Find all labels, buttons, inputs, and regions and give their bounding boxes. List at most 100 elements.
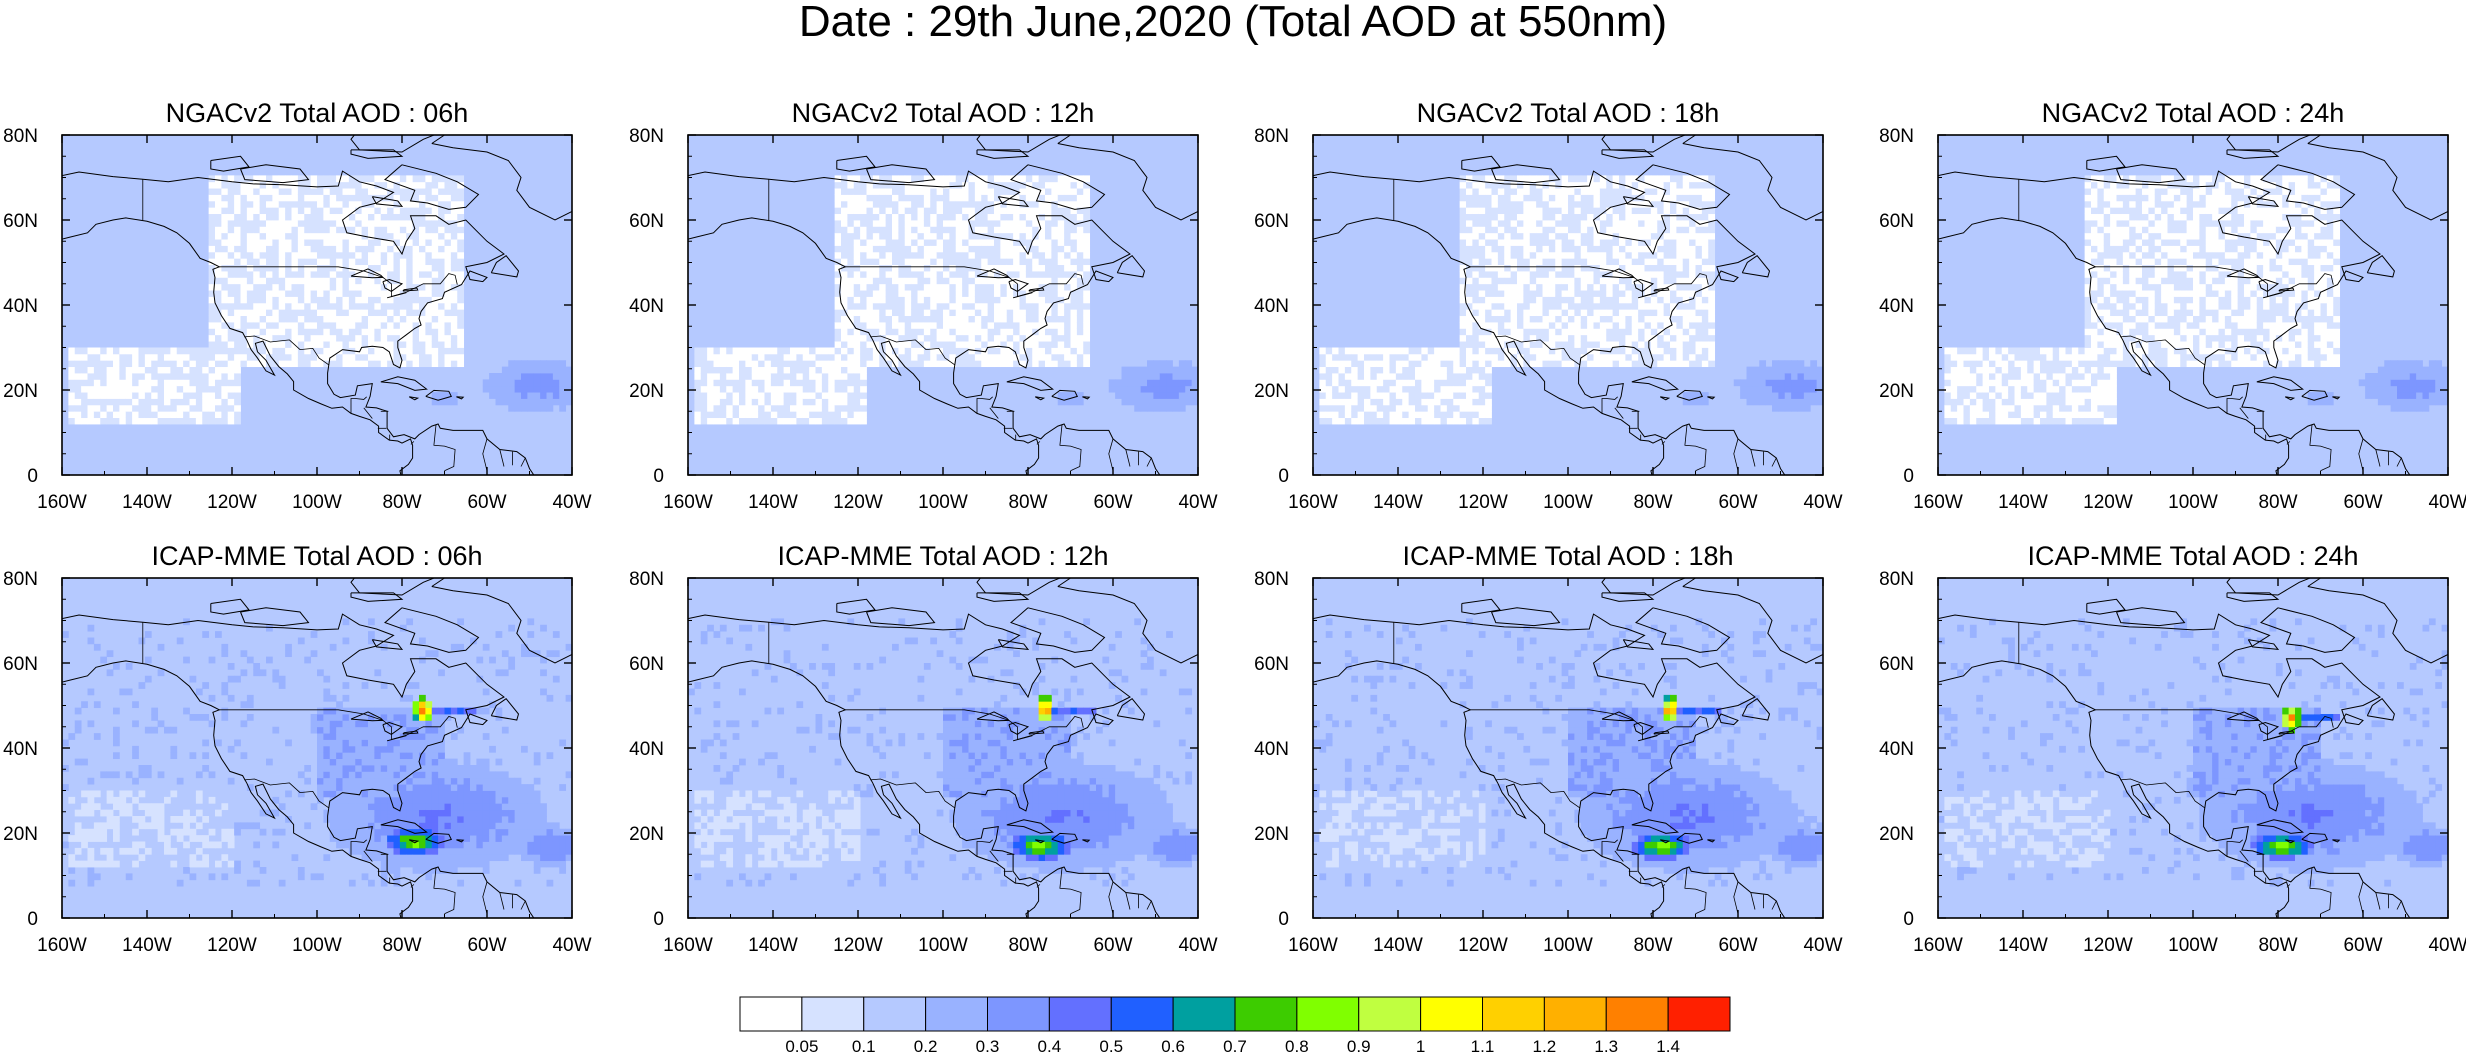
aod-cell bbox=[739, 392, 746, 399]
aod-cell bbox=[329, 264, 337, 272]
border-line bbox=[989, 407, 999, 419]
aod-cell bbox=[1153, 366, 1161, 374]
aod-cell bbox=[1625, 181, 1633, 189]
aod-cell bbox=[68, 398, 76, 406]
aod-cell bbox=[790, 411, 797, 419]
aod-cell bbox=[113, 373, 120, 380]
aod-cell bbox=[1064, 360, 1071, 368]
aod-cell bbox=[1025, 328, 1033, 336]
aod-cell bbox=[1121, 392, 1129, 399]
aod-cell bbox=[81, 398, 88, 406]
aod-cell bbox=[841, 341, 848, 348]
aod-cell bbox=[860, 232, 867, 240]
aod-cell bbox=[955, 181, 963, 189]
aod-cell bbox=[898, 175, 906, 183]
aod-cell bbox=[1568, 200, 1575, 208]
aod-cell bbox=[758, 392, 765, 399]
aod-cell bbox=[565, 366, 572, 374]
aod-cell bbox=[297, 220, 305, 227]
aod-cell bbox=[215, 322, 222, 329]
aod-cell bbox=[68, 411, 76, 419]
aod-cell bbox=[904, 175, 912, 183]
aod-cell bbox=[1140, 366, 1148, 374]
aod-cell bbox=[431, 398, 439, 406]
aod-cell bbox=[1650, 232, 1658, 240]
aod-cell bbox=[176, 373, 184, 380]
aod-cell bbox=[393, 251, 401, 259]
aod-cell bbox=[1000, 239, 1008, 246]
aod-cell bbox=[1121, 398, 1129, 406]
aod-cell bbox=[981, 232, 989, 240]
aod-cell bbox=[1446, 398, 1454, 406]
aod-cell bbox=[559, 373, 567, 380]
aod-cell bbox=[1497, 239, 1505, 246]
aod-cell bbox=[994, 341, 1001, 348]
aod-cell bbox=[962, 207, 969, 215]
aod-cell bbox=[336, 283, 343, 291]
aod-cell bbox=[431, 251, 439, 259]
aod-cell bbox=[1064, 258, 1071, 266]
aod-cell bbox=[1784, 385, 1792, 393]
aod-cell bbox=[1153, 392, 1161, 399]
aod-cell bbox=[438, 220, 445, 227]
aod-cell bbox=[1587, 296, 1594, 304]
aod-cell bbox=[1593, 277, 1601, 285]
aod-cell bbox=[1478, 385, 1486, 393]
aod-cell bbox=[1491, 296, 1499, 304]
aod-cell bbox=[885, 194, 893, 202]
aod-cell bbox=[1383, 373, 1390, 380]
aod-cell bbox=[195, 411, 203, 419]
aod-cell bbox=[253, 220, 261, 227]
aod-cell bbox=[1778, 385, 1786, 393]
aod-cell bbox=[1319, 398, 1327, 406]
aod-cell bbox=[374, 264, 382, 272]
aod-cell bbox=[406, 309, 414, 317]
aod-cell bbox=[419, 200, 426, 208]
aod-cell bbox=[1076, 392, 1084, 399]
aod-cell bbox=[853, 181, 861, 189]
aod-cell bbox=[981, 353, 989, 361]
aod-cell bbox=[1344, 366, 1352, 374]
aod-cell bbox=[1510, 258, 1518, 266]
aod-cell bbox=[1497, 309, 1505, 317]
aod-cell bbox=[1663, 188, 1671, 195]
aod-cell bbox=[234, 245, 241, 253]
aod-cell bbox=[834, 239, 842, 246]
aod-cell bbox=[74, 379, 82, 387]
aod-cell bbox=[215, 392, 222, 399]
aod-cell bbox=[215, 200, 222, 208]
aod-cell bbox=[1644, 296, 1652, 304]
aod-cell bbox=[1338, 379, 1346, 387]
aod-cell bbox=[355, 258, 363, 266]
aod-cell bbox=[113, 385, 120, 393]
aod-cell bbox=[387, 341, 394, 348]
aod-cell bbox=[1676, 207, 1684, 215]
aod-cell bbox=[438, 296, 445, 304]
aod-cell bbox=[246, 290, 254, 297]
aod-cell bbox=[1364, 398, 1371, 406]
aod-cell bbox=[100, 360, 108, 368]
aod-cell bbox=[860, 207, 867, 215]
aod-cell bbox=[221, 404, 229, 412]
aod-cell bbox=[240, 181, 248, 189]
aod-cell bbox=[1478, 411, 1486, 419]
aod-cell bbox=[348, 258, 356, 266]
aod-cell bbox=[1606, 188, 1614, 195]
aod-cell bbox=[860, 373, 867, 380]
aod-cell bbox=[1440, 373, 1448, 380]
aod-cell bbox=[994, 232, 1001, 240]
aod-cell bbox=[1485, 417, 1492, 425]
aod-cell bbox=[981, 200, 989, 208]
aod-cell bbox=[266, 290, 273, 297]
aod-cell bbox=[1459, 188, 1467, 195]
aod-cell bbox=[1682, 353, 1690, 361]
aod-cell bbox=[1485, 220, 1492, 227]
aod-cell bbox=[348, 188, 356, 195]
aod-cell bbox=[195, 379, 203, 387]
aod-cell bbox=[374, 360, 382, 368]
aod-cell bbox=[1517, 194, 1524, 202]
aod-cell bbox=[323, 277, 331, 285]
aod-cell bbox=[1351, 366, 1359, 374]
border-line bbox=[976, 396, 993, 414]
aod-cell bbox=[317, 232, 324, 240]
